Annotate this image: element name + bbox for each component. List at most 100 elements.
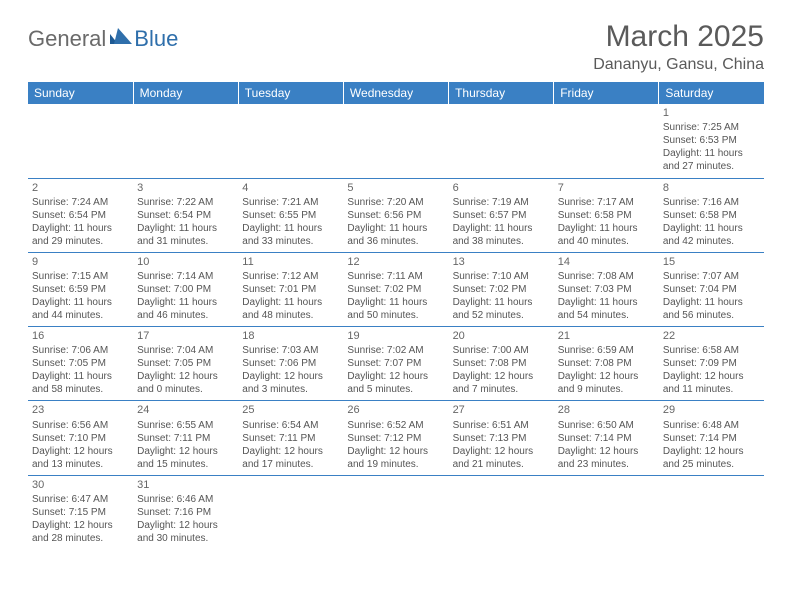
calendar-cell bbox=[449, 104, 554, 178]
calendar-cell: 11Sunrise: 7:12 AMSunset: 7:01 PMDayligh… bbox=[238, 252, 343, 326]
daylight-text: and 23 minutes. bbox=[558, 458, 655, 471]
day-number: 21 bbox=[558, 329, 655, 343]
sunrise-text: Sunrise: 6:52 AM bbox=[347, 419, 444, 432]
daylight-text: and 29 minutes. bbox=[32, 235, 129, 248]
day-number: 17 bbox=[137, 329, 234, 343]
daylight-text: and 5 minutes. bbox=[347, 383, 444, 396]
daylight-text: and 15 minutes. bbox=[137, 458, 234, 471]
daylight-text: Daylight: 11 hours bbox=[453, 222, 550, 235]
sunrise-text: Sunrise: 7:16 AM bbox=[663, 196, 760, 209]
sunrise-text: Sunrise: 7:20 AM bbox=[347, 196, 444, 209]
day-number: 24 bbox=[137, 403, 234, 417]
daylight-text: and 3 minutes. bbox=[242, 383, 339, 396]
sunset-text: Sunset: 7:11 PM bbox=[242, 432, 339, 445]
calendar-cell bbox=[343, 475, 448, 549]
calendar-cell: 2Sunrise: 7:24 AMSunset: 6:54 PMDaylight… bbox=[28, 178, 133, 252]
sunset-text: Sunset: 7:06 PM bbox=[242, 357, 339, 370]
calendar-cell bbox=[659, 475, 764, 549]
day-number: 4 bbox=[242, 181, 339, 195]
day-number: 20 bbox=[453, 329, 550, 343]
daylight-text: Daylight: 12 hours bbox=[558, 445, 655, 458]
daylight-text: Daylight: 11 hours bbox=[558, 222, 655, 235]
daylight-text: Daylight: 12 hours bbox=[558, 370, 655, 383]
day-number: 25 bbox=[242, 403, 339, 417]
daylight-text: and 17 minutes. bbox=[242, 458, 339, 471]
sunrise-text: Sunrise: 7:02 AM bbox=[347, 344, 444, 357]
calendar-body: 1Sunrise: 7:25 AMSunset: 6:53 PMDaylight… bbox=[28, 104, 764, 549]
sunrise-text: Sunrise: 6:50 AM bbox=[558, 419, 655, 432]
weekday-header-row: Sunday Monday Tuesday Wednesday Thursday… bbox=[28, 82, 764, 104]
calendar-cell: 18Sunrise: 7:03 AMSunset: 7:06 PMDayligh… bbox=[238, 327, 343, 401]
sunset-text: Sunset: 6:53 PM bbox=[663, 134, 760, 147]
calendar-cell bbox=[238, 104, 343, 178]
sunrise-text: Sunrise: 6:59 AM bbox=[558, 344, 655, 357]
sunset-text: Sunset: 7:08 PM bbox=[558, 357, 655, 370]
sunrise-text: Sunrise: 7:08 AM bbox=[558, 270, 655, 283]
daylight-text: and 50 minutes. bbox=[347, 309, 444, 322]
day-number: 14 bbox=[558, 255, 655, 269]
location: Dananyu, Gansu, China bbox=[593, 56, 764, 74]
day-number: 30 bbox=[32, 478, 129, 492]
sunset-text: Sunset: 7:13 PM bbox=[453, 432, 550, 445]
sunrise-text: Sunrise: 6:58 AM bbox=[663, 344, 760, 357]
sunrise-text: Sunrise: 7:06 AM bbox=[32, 344, 129, 357]
sunrise-text: Sunrise: 6:51 AM bbox=[453, 419, 550, 432]
calendar-cell: 1Sunrise: 7:25 AMSunset: 6:53 PMDaylight… bbox=[659, 104, 764, 178]
daylight-text: and 31 minutes. bbox=[137, 235, 234, 248]
calendar-cell: 9Sunrise: 7:15 AMSunset: 6:59 PMDaylight… bbox=[28, 252, 133, 326]
day-number: 10 bbox=[137, 255, 234, 269]
calendar-cell: 27Sunrise: 6:51 AMSunset: 7:13 PMDayligh… bbox=[449, 401, 554, 475]
calendar-cell: 22Sunrise: 6:58 AMSunset: 7:09 PMDayligh… bbox=[659, 327, 764, 401]
calendar-cell: 15Sunrise: 7:07 AMSunset: 7:04 PMDayligh… bbox=[659, 252, 764, 326]
daylight-text: and 42 minutes. bbox=[663, 235, 760, 248]
daylight-text: Daylight: 12 hours bbox=[347, 445, 444, 458]
daylight-text: Daylight: 12 hours bbox=[242, 370, 339, 383]
daylight-text: and 54 minutes. bbox=[558, 309, 655, 322]
sunset-text: Sunset: 6:56 PM bbox=[347, 209, 444, 222]
sunrise-text: Sunrise: 7:04 AM bbox=[137, 344, 234, 357]
daylight-text: Daylight: 12 hours bbox=[32, 519, 129, 532]
day-number: 28 bbox=[558, 403, 655, 417]
daylight-text: Daylight: 12 hours bbox=[32, 445, 129, 458]
daylight-text: Daylight: 11 hours bbox=[137, 296, 234, 309]
sunset-text: Sunset: 7:15 PM bbox=[32, 506, 129, 519]
weekday-header: Wednesday bbox=[343, 82, 448, 104]
flag-icon bbox=[110, 28, 132, 44]
sunrise-text: Sunrise: 7:22 AM bbox=[137, 196, 234, 209]
calendar-cell: 21Sunrise: 6:59 AMSunset: 7:08 PMDayligh… bbox=[554, 327, 659, 401]
daylight-text: Daylight: 12 hours bbox=[137, 370, 234, 383]
daylight-text: and 19 minutes. bbox=[347, 458, 444, 471]
calendar-cell: 6Sunrise: 7:19 AMSunset: 6:57 PMDaylight… bbox=[449, 178, 554, 252]
daylight-text: Daylight: 12 hours bbox=[663, 445, 760, 458]
day-number: 26 bbox=[347, 403, 444, 417]
calendar-cell: 3Sunrise: 7:22 AMSunset: 6:54 PMDaylight… bbox=[133, 178, 238, 252]
sunset-text: Sunset: 7:01 PM bbox=[242, 283, 339, 296]
daylight-text: Daylight: 11 hours bbox=[663, 222, 760, 235]
day-number: 6 bbox=[453, 181, 550, 195]
calendar-cell: 19Sunrise: 7:02 AMSunset: 7:07 PMDayligh… bbox=[343, 327, 448, 401]
sunrise-text: Sunrise: 7:19 AM bbox=[453, 196, 550, 209]
sunset-text: Sunset: 7:12 PM bbox=[347, 432, 444, 445]
month-title: March 2025 bbox=[593, 20, 764, 54]
sunrise-text: Sunrise: 7:21 AM bbox=[242, 196, 339, 209]
sunset-text: Sunset: 6:54 PM bbox=[137, 209, 234, 222]
daylight-text: Daylight: 11 hours bbox=[32, 370, 129, 383]
calendar-row: 9Sunrise: 7:15 AMSunset: 6:59 PMDaylight… bbox=[28, 252, 764, 326]
daylight-text: and 33 minutes. bbox=[242, 235, 339, 248]
sunset-text: Sunset: 7:05 PM bbox=[137, 357, 234, 370]
sunrise-text: Sunrise: 7:12 AM bbox=[242, 270, 339, 283]
daylight-text: Daylight: 11 hours bbox=[242, 222, 339, 235]
weekday-header: Thursday bbox=[449, 82, 554, 104]
day-number: 8 bbox=[663, 181, 760, 195]
sunrise-text: Sunrise: 7:07 AM bbox=[663, 270, 760, 283]
calendar-cell: 5Sunrise: 7:20 AMSunset: 6:56 PMDaylight… bbox=[343, 178, 448, 252]
sunset-text: Sunset: 7:07 PM bbox=[347, 357, 444, 370]
day-number: 22 bbox=[663, 329, 760, 343]
daylight-text: Daylight: 12 hours bbox=[663, 370, 760, 383]
sunrise-text: Sunrise: 6:48 AM bbox=[663, 419, 760, 432]
daylight-text: and 58 minutes. bbox=[32, 383, 129, 396]
calendar-row: 23Sunrise: 6:56 AMSunset: 7:10 PMDayligh… bbox=[28, 401, 764, 475]
sunset-text: Sunset: 7:11 PM bbox=[137, 432, 234, 445]
sunset-text: Sunset: 6:58 PM bbox=[558, 209, 655, 222]
daylight-text: Daylight: 11 hours bbox=[137, 222, 234, 235]
